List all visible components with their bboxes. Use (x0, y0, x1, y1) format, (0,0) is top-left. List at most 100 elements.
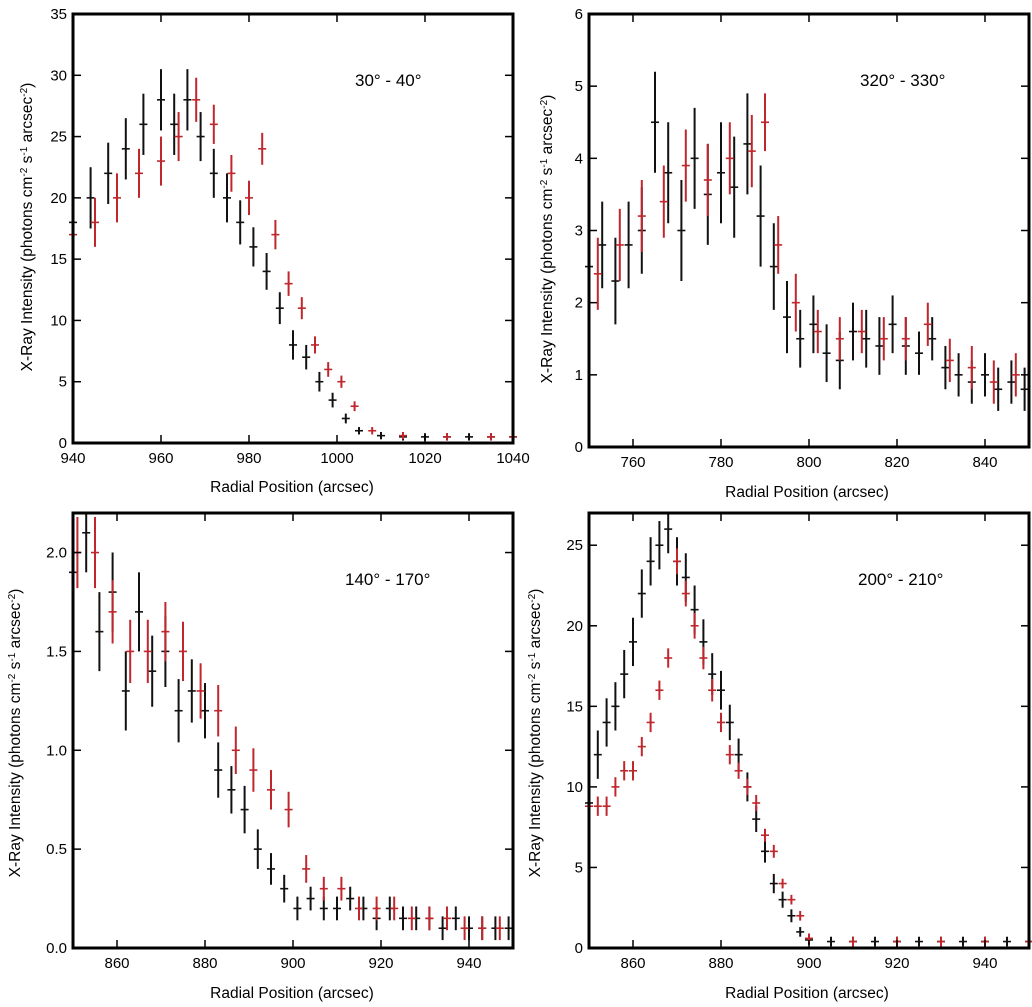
data-point (725, 122, 734, 195)
data-point (267, 853, 275, 885)
x-tick-label: 780 (708, 454, 733, 471)
data-point (275, 292, 284, 325)
x-tick-label: 940 (972, 955, 997, 972)
data-point (328, 392, 337, 408)
data-point (743, 778, 752, 795)
data-point (664, 122, 673, 224)
data-point (495, 916, 504, 941)
y-tick-label: 30 (50, 67, 67, 84)
x-tick-label: 980 (236, 450, 261, 467)
data-point (664, 648, 673, 668)
data-point (135, 148, 143, 198)
data-point (752, 794, 761, 812)
data-point (637, 179, 646, 253)
data-point (231, 726, 240, 774)
data-point (959, 936, 967, 947)
data-point (108, 580, 117, 644)
data-point (297, 297, 306, 320)
x-tick-label: 820 (884, 454, 909, 471)
data-point (258, 132, 267, 165)
x-tick-label: 860 (104, 955, 129, 972)
x-tick-label: 940 (60, 450, 85, 467)
data-point (135, 572, 143, 652)
x-tick-label: 860 (620, 955, 645, 972)
data-point (227, 154, 236, 192)
data-point (611, 682, 620, 731)
x-axis-label: Radial Position (arcsec) (725, 985, 889, 1002)
data-point (104, 142, 113, 204)
data-point (465, 433, 473, 441)
data-point (399, 906, 407, 931)
data-point (121, 651, 130, 731)
data-point (681, 129, 690, 202)
y-axis-label: X-Ray Intensity (photons cm-2 s-1 arcsec… (19, 83, 37, 372)
data-point (390, 896, 399, 921)
data-point (761, 840, 769, 863)
data-point (227, 766, 236, 814)
y-axis-label: X-Ray Intensity (photons cm-2 s-1 arcsec… (7, 589, 25, 878)
data-point (769, 844, 778, 858)
data-point (95, 592, 104, 672)
data-point (941, 345, 950, 390)
y-tick-label: 3 (575, 223, 583, 240)
data-point (989, 360, 998, 404)
data-point (113, 173, 121, 223)
panel-annotation: 30° - 40° (355, 71, 422, 90)
panel-annotation: 320° - 330° (860, 71, 945, 90)
data-point (214, 742, 223, 798)
y-tick-label: 5 (575, 859, 583, 876)
data-point (355, 427, 363, 435)
data-point (954, 353, 963, 397)
x-tick-label: 920 (368, 955, 393, 972)
y-tick-label: 1.0 (46, 742, 67, 759)
data-point (761, 93, 769, 152)
data-point (629, 617, 637, 667)
data-point (377, 431, 385, 440)
data-point (157, 69, 165, 131)
y-tick-label: 5 (575, 78, 583, 95)
data-point (822, 324, 831, 383)
data-point (778, 891, 787, 908)
data-point (311, 336, 319, 354)
y-tick-label: 2 (575, 295, 583, 312)
data-point (196, 112, 205, 162)
data-point (170, 93, 179, 155)
data-point (337, 876, 346, 901)
y-axis-label: X-Ray Intensity (photons cm-2 s-1 arcsec… (539, 95, 557, 384)
data-point (717, 670, 725, 710)
data-point (629, 761, 637, 781)
series-black (69, 69, 517, 441)
data-point (201, 683, 209, 739)
y-tick-label: 1.5 (46, 643, 67, 660)
data-point (284, 271, 293, 296)
data-point (126, 619, 135, 684)
data-point (849, 936, 857, 947)
data-point (598, 201, 607, 289)
y-tick-label: 15 (566, 698, 583, 715)
data-point (708, 678, 717, 702)
data-point (769, 223, 778, 310)
y-tick-label: 5 (59, 374, 67, 391)
data-point (743, 93, 752, 195)
data-point (915, 331, 923, 375)
data-point (245, 180, 253, 216)
data-point (271, 219, 280, 250)
data-point (240, 785, 249, 834)
data-point (646, 712, 655, 733)
x-tick-label: 960 (148, 450, 173, 467)
plot-frame (587, 511, 1031, 950)
data-point (174, 112, 183, 162)
data-point (209, 148, 218, 198)
data-point (602, 796, 611, 816)
series-black (585, 513, 1032, 947)
data-point (1007, 360, 1016, 404)
data-point (249, 227, 258, 267)
series-red (585, 548, 1032, 947)
data-point (809, 295, 818, 354)
data-point (690, 612, 699, 639)
data-point (262, 253, 271, 290)
data-point (82, 513, 91, 573)
data-point (236, 200, 245, 245)
data-point (677, 179, 686, 282)
